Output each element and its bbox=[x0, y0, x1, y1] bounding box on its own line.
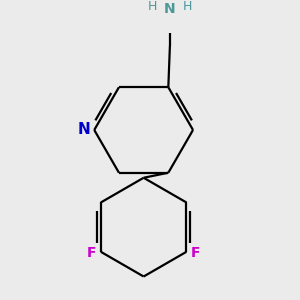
Text: N: N bbox=[164, 2, 176, 16]
Text: N: N bbox=[78, 122, 90, 137]
Text: F: F bbox=[87, 246, 96, 260]
Text: H: H bbox=[183, 0, 192, 13]
Text: H: H bbox=[148, 0, 157, 13]
Text: F: F bbox=[191, 246, 200, 260]
